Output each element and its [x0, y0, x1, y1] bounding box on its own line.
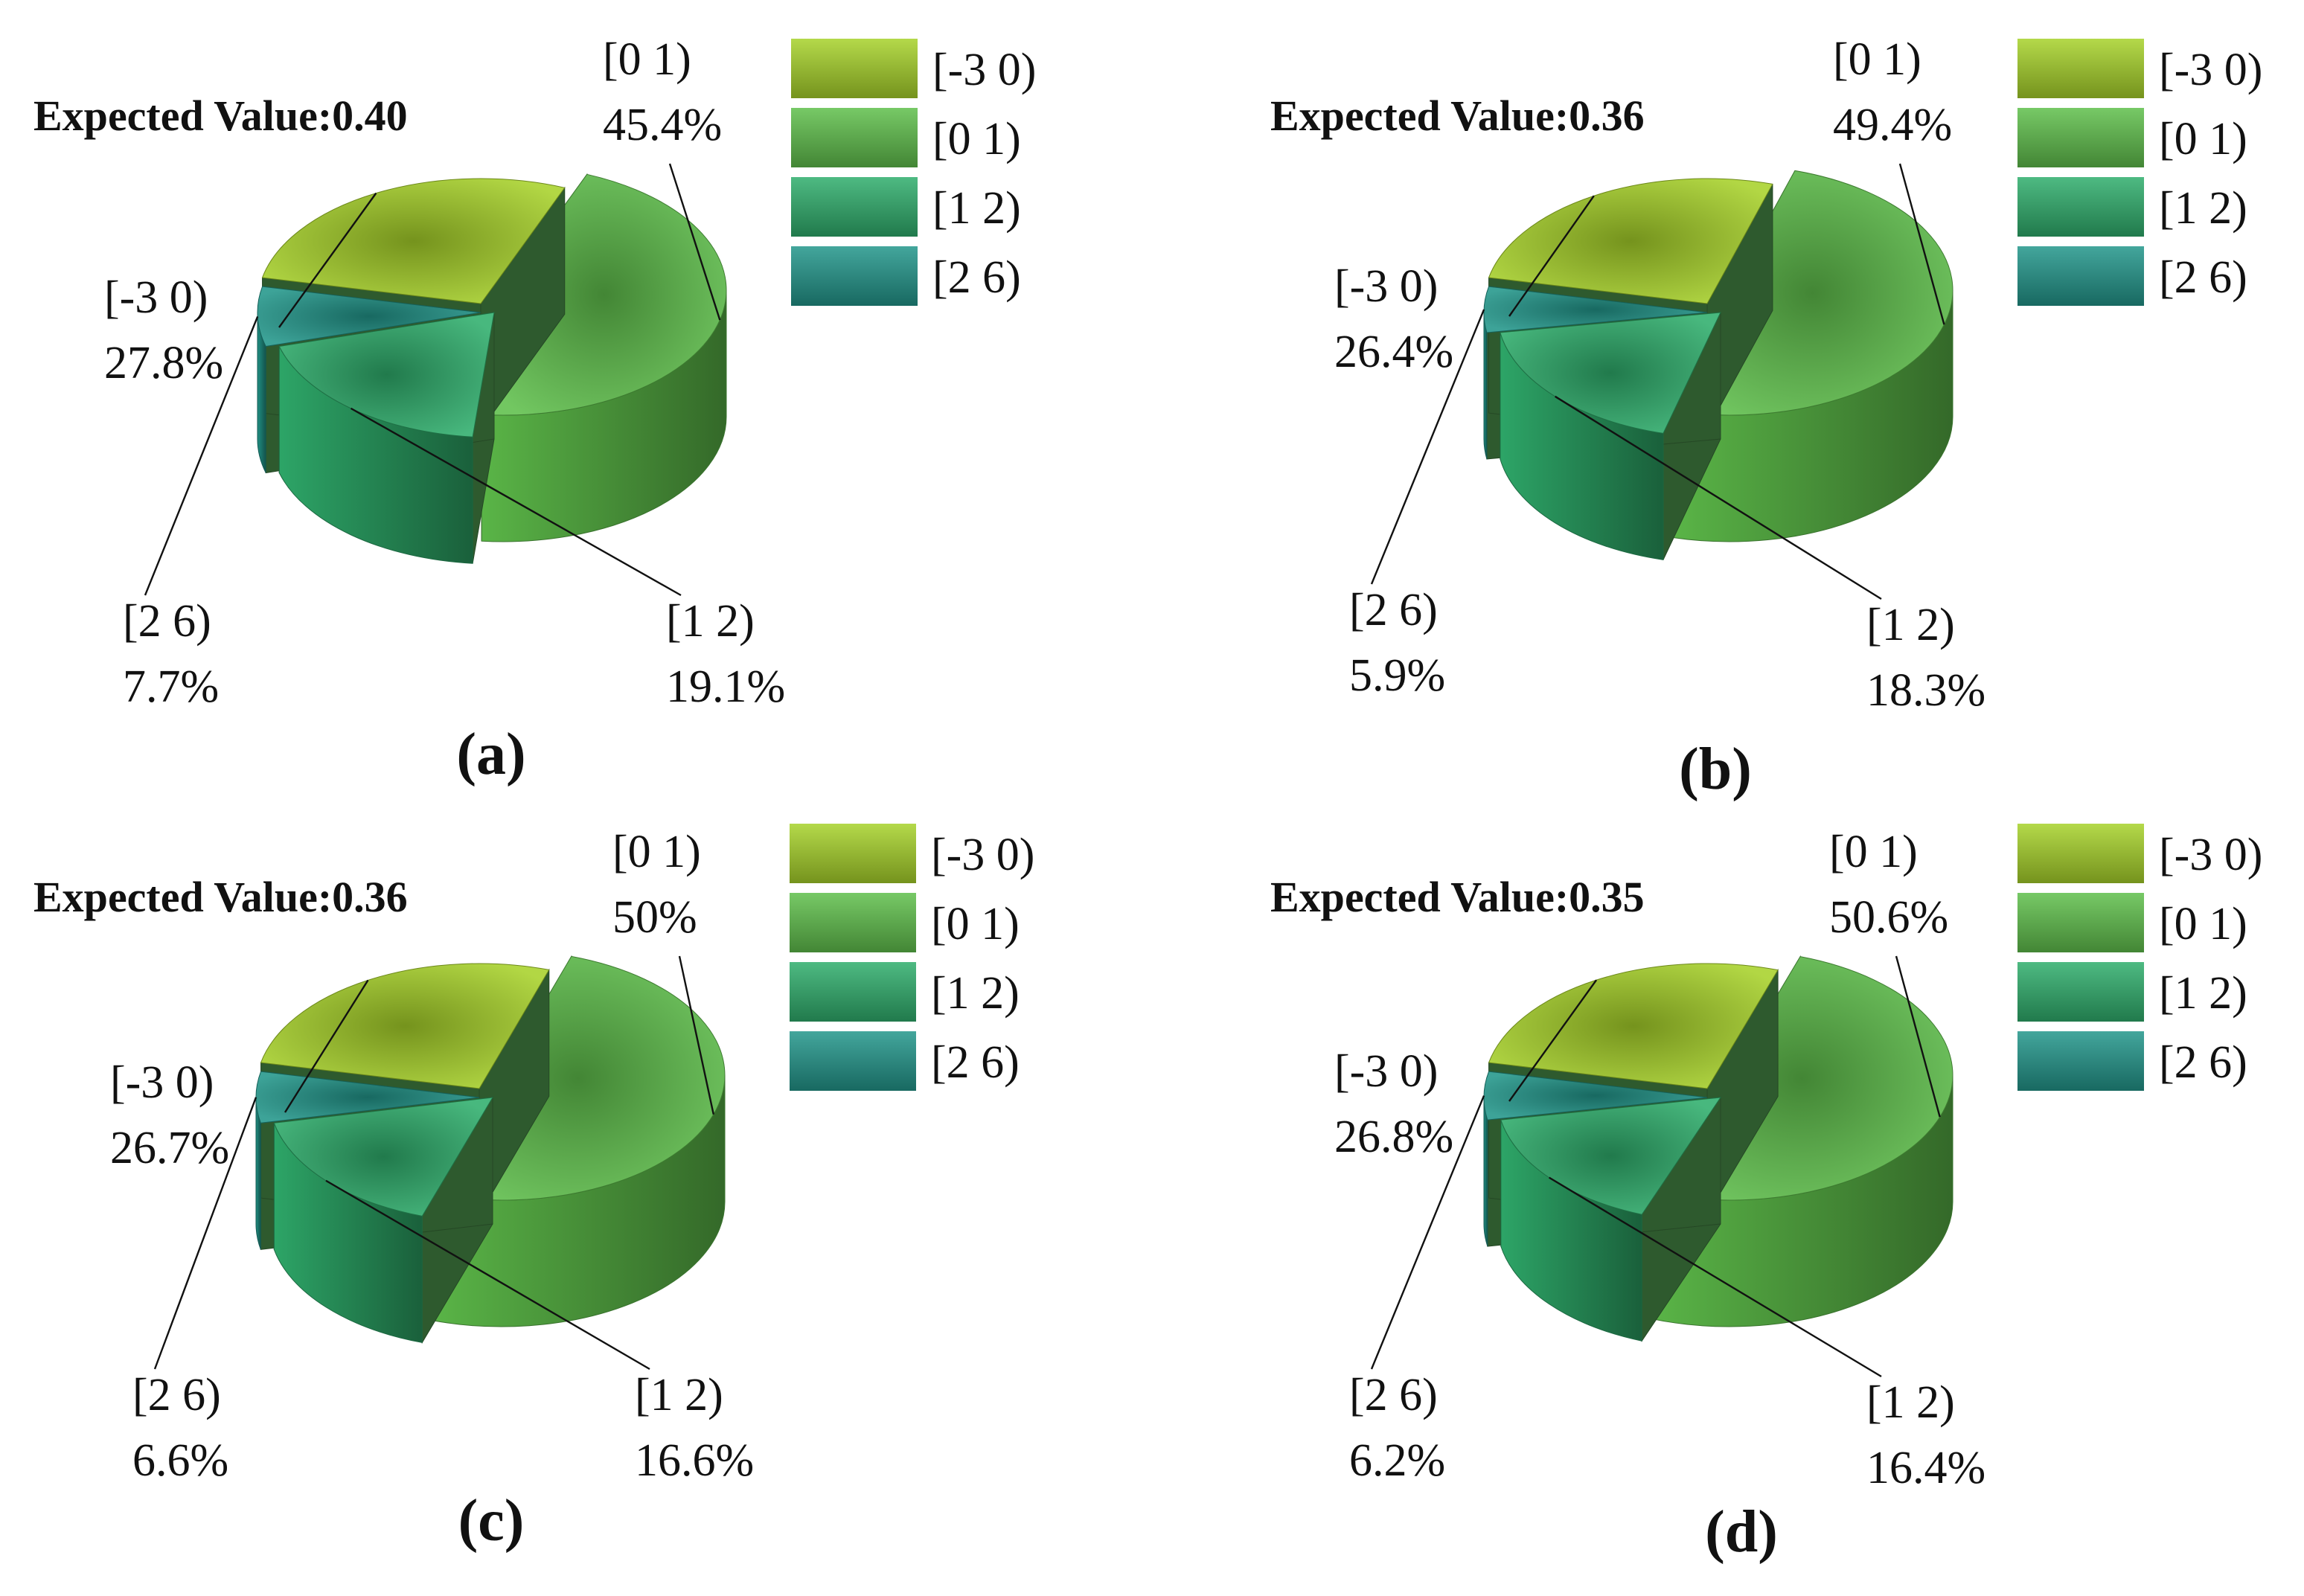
legend-label: [1 2)	[932, 183, 1021, 234]
legend-label: [2 6)	[932, 252, 1021, 303]
leader-line	[1508, 979, 1598, 1102]
slice-value-label: 16.4%	[1866, 1443, 1985, 1493]
leader-line	[678, 955, 714, 1115]
legend-swatch	[2017, 962, 2144, 1022]
leader-line	[1370, 309, 1485, 585]
legend-swatch	[791, 108, 918, 167]
slice-category-label: [2 6)	[123, 596, 211, 647]
expected-value-title: Expected Value:0.35	[1270, 873, 1645, 921]
leader-line	[278, 192, 377, 328]
panel-label: (a)	[456, 722, 525, 787]
legend-label: [0 1)	[931, 899, 1020, 949]
slice-value-label: 19.1%	[666, 661, 785, 712]
legend-swatch	[2017, 108, 2144, 167]
slice-value-label: 16.6%	[635, 1435, 754, 1486]
panels: [-3 0) 27.8% [0 1) 45.4% [1 2) 19.1% [2 6) 7.7%…	[33, 34, 2262, 1565]
legend-swatch	[790, 824, 916, 883]
expected-value-title: Expected Value:0.40	[33, 92, 408, 140]
slice-value-label: 6.6%	[132, 1435, 228, 1486]
slice-category-label: [0 1)	[603, 34, 691, 85]
legend-label: [1 2)	[2159, 968, 2247, 1019]
leader-line	[350, 407, 682, 597]
legend-label: [-3 0)	[2159, 830, 2262, 880]
legend-swatch	[791, 177, 918, 237]
slice-value-label: 26.4%	[1334, 327, 1453, 377]
legend-swatch	[2017, 39, 2144, 98]
legend-swatch	[790, 962, 916, 1022]
leader-line	[668, 163, 721, 321]
leader-line	[325, 1179, 650, 1371]
slice-value-label: 6.2%	[1349, 1435, 1445, 1486]
legend-swatch	[791, 246, 918, 306]
slice-category-label: [2 6)	[1349, 585, 1438, 635]
legend-swatch	[790, 893, 916, 952]
legend-label: [0 1)	[932, 114, 1021, 164]
slice-value-label: 7.7%	[123, 661, 219, 712]
slice-category-label: [1 2)	[635, 1370, 723, 1420]
legend-swatch	[791, 39, 918, 98]
slice-12-d	[1500, 1096, 1722, 1342]
leader-line	[1555, 395, 1882, 600]
slice-value-label: 18.3%	[1866, 665, 1985, 716]
legend-swatch	[790, 1031, 916, 1091]
panel-b: [-3 0) 26.4% [0 1) 49.4% [1 2) 18.3% [2 6) 5.9%…	[1270, 34, 2262, 802]
legend-swatch	[2017, 177, 2144, 237]
slice-category-label: [2 6)	[1349, 1370, 1438, 1420]
slice-value-label: 45.4%	[603, 100, 722, 150]
legend-swatch	[2017, 893, 2144, 952]
slice-12-c	[273, 1096, 493, 1345]
slice-category-label: [-3 0)	[104, 272, 208, 323]
panel-label: (d)	[1705, 1499, 1778, 1565]
leader-line	[1508, 195, 1595, 317]
slice-value-label: 50%	[612, 892, 697, 943]
leader-line	[153, 1097, 257, 1370]
slice-value-label: 26.8%	[1334, 1112, 1453, 1162]
legend-label: [1 2)	[931, 968, 1020, 1019]
legend-label: [-3 0)	[931, 830, 1034, 880]
legend-label: [-3 0)	[2159, 45, 2262, 95]
legend-swatch	[2017, 1031, 2144, 1091]
slice-category-label: [0 1)	[1833, 34, 1921, 85]
panel-c: [-3 0) 26.7% [0 1) 50% [1 2) 16.6% [2 6) 6.6% Ex…	[33, 824, 1034, 1554]
expected-value-title: Expected Value:0.36	[1270, 92, 1645, 140]
legend-label: [2 6)	[2159, 1037, 2247, 1088]
leader-line	[1370, 1095, 1485, 1370]
panel-label: (c)	[458, 1488, 525, 1554]
legend-swatch	[2017, 246, 2144, 306]
leader-line	[284, 979, 369, 1113]
slice-value-label: 27.8%	[104, 338, 223, 388]
slice-value-label: 26.7%	[110, 1123, 229, 1173]
slice-category-label: [1 2)	[1866, 1377, 1955, 1428]
leader-line	[1895, 955, 1941, 1118]
slice-category-label: [0 1)	[612, 827, 701, 877]
legend-label: [1 2)	[2159, 183, 2247, 234]
legend-label: [-3 0)	[932, 45, 1036, 95]
legend-label: [0 1)	[2159, 114, 2247, 164]
slice-category-label: [-3 0)	[110, 1057, 214, 1108]
leader-line	[1549, 1176, 1882, 1378]
slice-category-label: [1 2)	[1866, 600, 1955, 650]
slice-value-label: 50.6%	[1829, 892, 1948, 943]
panel-d: [-3 0) 26.8% [0 1) 50.6% [1 2) 16.4% [2 6) 6.2%…	[1270, 824, 2262, 1565]
legend-label: [2 6)	[2159, 252, 2247, 303]
slice-12-a	[278, 312, 495, 564]
panel-label: (b)	[1679, 737, 1752, 802]
slice-category-label: [2 6)	[132, 1370, 221, 1420]
panel-a: [-3 0) 27.8% [0 1) 45.4% [1 2) 19.1% [2 6) 7.7%…	[33, 34, 1036, 787]
legend-label: [0 1)	[2159, 899, 2247, 949]
slice-category-label: [0 1)	[1829, 827, 1918, 877]
legend-swatch	[2017, 824, 2144, 883]
slice-category-label: [-3 0)	[1334, 1046, 1438, 1097]
leader-line	[144, 316, 259, 596]
expected-value-title: Expected Value:0.36	[33, 873, 408, 921]
slice-value-label: 5.9%	[1349, 650, 1445, 701]
leader-line	[1898, 163, 1945, 325]
slice-category-label: [1 2)	[666, 596, 755, 647]
legend-label: [2 6)	[931, 1037, 1020, 1088]
slice-value-label: 49.4%	[1833, 100, 1952, 150]
slice-12-b	[1500, 312, 1721, 560]
slice-category-label: [-3 0)	[1334, 261, 1438, 312]
